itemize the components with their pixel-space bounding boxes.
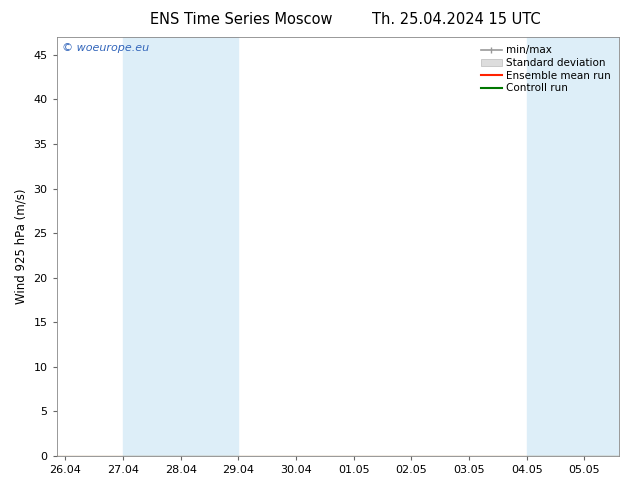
Bar	[123, 37, 238, 456]
Text: © woeurope.eu: © woeurope.eu	[62, 43, 150, 53]
Text: Th. 25.04.2024 15 UTC: Th. 25.04.2024 15 UTC	[372, 12, 541, 27]
Text: ENS Time Series Moscow: ENS Time Series Moscow	[150, 12, 332, 27]
Y-axis label: Wind 925 hPa (m/s): Wind 925 hPa (m/s)	[15, 189, 28, 304]
Legend: min/max, Standard deviation, Ensemble mean run, Controll run: min/max, Standard deviation, Ensemble me…	[478, 42, 614, 97]
Bar	[527, 37, 619, 456]
